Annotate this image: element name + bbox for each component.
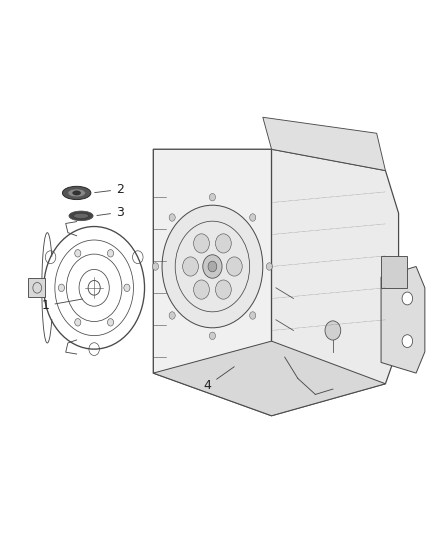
- Circle shape: [75, 319, 81, 326]
- Ellipse shape: [73, 213, 88, 219]
- Polygon shape: [263, 117, 385, 171]
- Circle shape: [194, 280, 209, 299]
- Circle shape: [215, 234, 231, 253]
- Circle shape: [209, 193, 215, 201]
- Circle shape: [152, 263, 159, 270]
- Circle shape: [266, 263, 272, 270]
- Ellipse shape: [73, 191, 81, 195]
- Polygon shape: [381, 266, 425, 373]
- Polygon shape: [153, 149, 272, 416]
- Circle shape: [194, 234, 209, 253]
- Circle shape: [107, 249, 113, 257]
- Circle shape: [402, 335, 413, 348]
- Text: 2: 2: [95, 183, 124, 196]
- Circle shape: [58, 284, 64, 292]
- Circle shape: [402, 292, 413, 305]
- Circle shape: [209, 332, 215, 340]
- Circle shape: [183, 257, 198, 276]
- Polygon shape: [272, 149, 399, 416]
- Circle shape: [75, 249, 81, 257]
- Circle shape: [169, 312, 175, 319]
- Ellipse shape: [62, 186, 91, 200]
- Circle shape: [107, 319, 113, 326]
- Text: 1: 1: [42, 299, 83, 312]
- FancyBboxPatch shape: [28, 278, 45, 297]
- Ellipse shape: [68, 189, 85, 197]
- Circle shape: [250, 312, 256, 319]
- Circle shape: [124, 284, 130, 292]
- Circle shape: [203, 255, 222, 278]
- Circle shape: [215, 280, 231, 299]
- Circle shape: [162, 205, 263, 328]
- Circle shape: [250, 214, 256, 221]
- Circle shape: [226, 257, 242, 276]
- Circle shape: [169, 214, 175, 221]
- Text: 3: 3: [97, 206, 124, 219]
- FancyBboxPatch shape: [381, 256, 407, 288]
- Circle shape: [208, 261, 217, 272]
- Ellipse shape: [69, 211, 93, 221]
- Polygon shape: [153, 341, 385, 416]
- Text: 4: 4: [204, 367, 234, 392]
- Circle shape: [325, 321, 341, 340]
